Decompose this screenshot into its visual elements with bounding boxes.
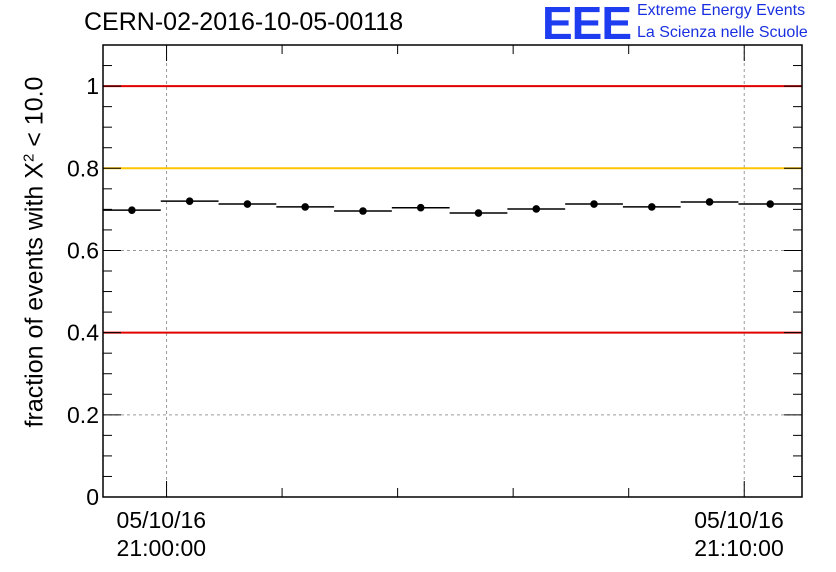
data-point-10 <box>705 198 714 206</box>
chart-title: CERN-02-2016-10-05-00118 <box>84 8 404 36</box>
data-point-0 <box>128 206 136 214</box>
data-point-8 <box>590 200 598 208</box>
x-tick-date-0: 05/10/16 <box>116 507 207 533</box>
y-tick-label-3: 0.6 <box>67 237 99 263</box>
y-tick-label-1: 0.2 <box>67 402 99 428</box>
x-tick-label-0: 05/10/16 21:00:00 <box>117 506 207 562</box>
plot-frame <box>102 44 803 498</box>
data-point-3 <box>301 203 309 211</box>
data-point-6 <box>474 209 483 217</box>
x-tick-time-1: 21:10:00 <box>694 535 784 561</box>
y-tick-label-5: 1 <box>86 73 99 99</box>
data-point-5 <box>416 203 425 212</box>
data-point-2 <box>243 200 252 208</box>
data-point-4 <box>359 207 367 215</box>
x-tick-label-1: 05/10/16 21:10:00 <box>694 506 784 562</box>
data-point-7 <box>532 205 541 213</box>
logo-line-1: Extreme Energy Events <box>637 2 806 19</box>
x-tick-date-1: 05/10/16 <box>694 507 784 533</box>
data-point-1 <box>185 197 194 205</box>
data-point-11 <box>766 200 775 208</box>
y-tick-label-2: 0.4 <box>67 320 99 346</box>
data-point-9 <box>648 203 656 211</box>
y-tick-label-4: 0.8 <box>67 155 99 181</box>
x-tick-time-0: 21:00:00 <box>116 535 207 561</box>
logo-letters: EEE <box>542 0 632 49</box>
logo-line-2: La Scienza nelle Scuole <box>637 24 808 41</box>
y-tick-label-0: 0 <box>86 484 99 510</box>
